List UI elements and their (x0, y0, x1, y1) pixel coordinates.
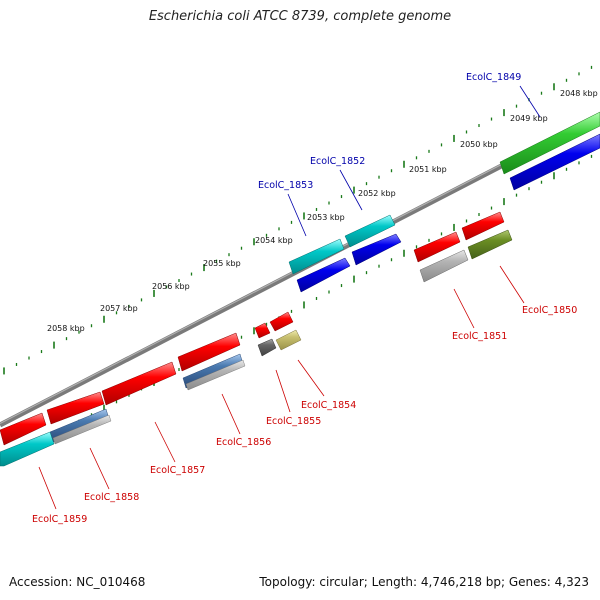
label-ecolc-1859[interactable]: EcolC_1859 (32, 514, 87, 525)
gene-ecolc-1855-dark-shape[interactable] (257, 338, 277, 357)
label-leaders (38, 85, 541, 510)
leader-ecolc-1857 (154, 421, 176, 463)
gene-ecolc-1859-shape[interactable] (0, 412, 47, 446)
gene-ecolc-1855-shape[interactable] (254, 322, 271, 339)
leader-ecolc-1854 (297, 359, 325, 397)
gene-ecolc-1856-shape[interactable] (177, 332, 241, 372)
tick-label-2051: 2051 kbp (409, 165, 447, 174)
leader-ecolc-1853 (287, 193, 307, 237)
upper-tick-row (3, 65, 593, 375)
leader-ecolc-1858 (89, 447, 110, 490)
gene-ecolc-1856-gray-shape[interactable] (185, 359, 246, 391)
topology-text: Topology: circular; Length: 4,746,218 bp… (259, 575, 589, 589)
gene-ecolc-1858-shape[interactable] (46, 391, 105, 425)
label-ecolc-1849[interactable]: EcolC_1849 (466, 72, 521, 83)
gene-ecolc-1850-shape[interactable] (461, 211, 505, 241)
label-ecolc-1852[interactable]: EcolC_1852 (310, 156, 365, 167)
tick-label-2056: 2056 kbp (152, 282, 190, 291)
gene-labels: EcolC_1849 EcolC_1852 EcolC_1853 EcolC_1… (32, 72, 577, 525)
label-ecolc-1856[interactable]: EcolC_1856 (216, 437, 271, 448)
leader-ecolc-1849 (519, 85, 541, 118)
label-ecolc-1858[interactable]: EcolC_1858 (84, 492, 139, 503)
label-ecolc-1851[interactable]: EcolC_1851 (452, 331, 507, 342)
leader-ecolc-1856 (221, 393, 241, 435)
tick-label-2058: 2058 kbp (47, 324, 85, 333)
tick-label-2052: 2052 kbp (358, 189, 396, 198)
leader-ecolc-1859 (38, 466, 57, 510)
gene-ecolc-1858-gray-shape[interactable] (52, 414, 112, 445)
tick-label-2057: 2057 kbp (100, 304, 138, 313)
gene-ecolc-1849-blue-shape[interactable] (509, 133, 600, 191)
gene-ecolc-1853-blue-shape[interactable] (296, 257, 351, 293)
gene-ecolc-1853-shape[interactable] (288, 238, 345, 275)
gene-ecolc-1851-shape[interactable] (413, 231, 461, 263)
gene-ecolc-1859-cyan-shape[interactable] (0, 431, 55, 467)
label-ecolc-1853[interactable]: EcolC_1853 (258, 180, 313, 191)
tick-label-2055: 2055 kbp (203, 259, 241, 268)
map-title: Escherichia coli ATCC 8739, complete gen… (148, 9, 452, 24)
gene-ecolc-1852-blue-shape[interactable] (351, 233, 402, 266)
tick-label-2054: 2054 kbp (255, 236, 293, 245)
gene-ecolc-1849-shape[interactable] (499, 111, 600, 175)
reverse-genes (0, 211, 513, 467)
gene-ecolc-1852-shape[interactable] (344, 214, 396, 248)
gene-ecolc-1857-shape[interactable] (101, 361, 177, 406)
tick-label-2050: 2050 kbp (460, 140, 498, 149)
gene-ecolc-1854-khaki-shape[interactable] (275, 329, 302, 351)
gene-ecolc-1850-olive-shape[interactable] (467, 229, 513, 260)
label-ecolc-1854[interactable]: EcolC_1854 (301, 400, 356, 411)
label-ecolc-1850[interactable]: EcolC_1850 (522, 305, 577, 316)
label-ecolc-1855[interactable]: EcolC_1855 (266, 416, 321, 427)
accession-text: Accession: NC_010468 (9, 575, 146, 589)
gene-ecolc-1854-shape[interactable] (269, 311, 294, 332)
tick-label-2048: 2048 kbp (560, 89, 598, 98)
gene-ecolc-1851-gray-shape[interactable] (419, 249, 469, 283)
label-ecolc-1857[interactable]: EcolC_1857 (150, 465, 205, 476)
tick-label-2049: 2049 kbp (510, 114, 548, 123)
leader-ecolc-1855 (275, 369, 291, 413)
tick-labels: 2048 kbp 2049 kbp 2050 kbp 2051 kbp 2052… (47, 89, 598, 333)
leader-ecolc-1850 (499, 265, 525, 304)
forward-genes (288, 111, 600, 293)
leader-ecolc-1852 (339, 169, 363, 211)
tick-label-2053: 2053 kbp (307, 213, 345, 222)
leader-ecolc-1851 (453, 288, 475, 329)
